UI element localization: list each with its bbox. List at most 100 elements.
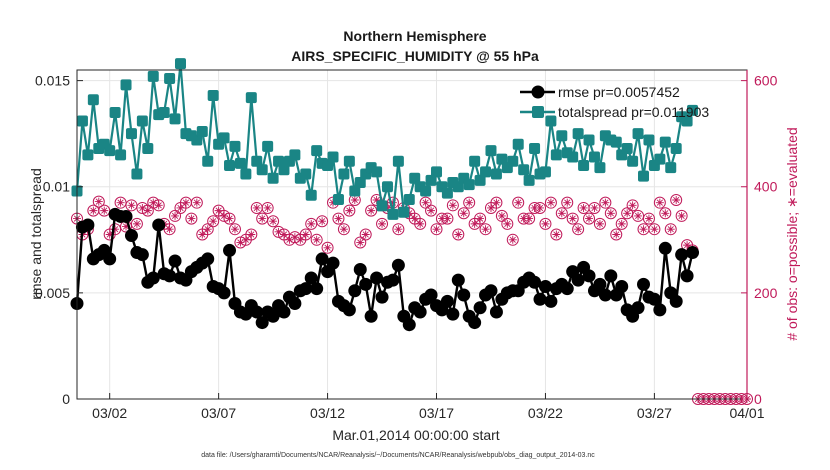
obs-evaluated-star <box>585 214 594 223</box>
y-tick-label-right: 0 <box>754 391 762 407</box>
totalspread-point <box>643 134 655 146</box>
obs-possible-circle <box>648 223 661 236</box>
obs-marker <box>250 201 263 214</box>
obs-marker <box>337 223 350 236</box>
totalspread-point <box>174 58 186 70</box>
obs-marker <box>321 241 334 254</box>
obs-evaluated-star <box>301 230 310 239</box>
obs-evaluated-star <box>209 217 218 226</box>
totalspread-point <box>392 155 404 167</box>
obs-possible-circle <box>615 217 628 230</box>
obs-possible-circle <box>223 212 236 225</box>
rmse-point <box>348 284 362 298</box>
obs-evaluated-star <box>181 198 190 207</box>
rmse-point <box>370 271 384 285</box>
obs-evaluated-star <box>459 209 468 218</box>
obs-evaluated-star <box>448 201 457 210</box>
totalspread-point <box>349 185 361 197</box>
totalspread-point <box>621 143 633 155</box>
obs-marker <box>572 223 585 236</box>
totalspread-point <box>638 170 650 182</box>
totalspread-point <box>398 206 410 218</box>
totalspread-point <box>545 115 557 127</box>
obs-marker <box>114 196 127 209</box>
totalspread-point <box>687 104 699 116</box>
obs-marker <box>332 212 345 225</box>
totalspread-point <box>234 157 246 169</box>
obs-possible-circle <box>376 217 389 230</box>
obs-evaluated-star <box>165 225 174 234</box>
totalspread-series <box>71 58 699 220</box>
totalspread-point <box>441 187 453 199</box>
obs-possible-circle <box>359 228 372 241</box>
totalspread-point <box>659 136 671 148</box>
rmse-point <box>217 286 231 300</box>
rmse-point <box>277 305 291 319</box>
obs-possible-circle <box>523 212 536 225</box>
totalspread-point <box>207 89 219 101</box>
y-axis-label-left: rmse and totalspread <box>28 168 44 300</box>
obs-marker <box>98 204 111 217</box>
totalspread-point <box>480 166 492 178</box>
obs-marker <box>152 199 165 212</box>
legend-rmse-label: rmse pr=0.0057452 <box>558 84 680 100</box>
obs-marker <box>365 204 378 217</box>
totalspread-point <box>147 70 159 82</box>
obs-evaluated-star <box>323 243 332 252</box>
obs-evaluated-star <box>361 230 370 239</box>
totalspread-point <box>463 179 475 191</box>
obs-evaluated-star <box>247 230 256 239</box>
obs-marker <box>419 196 432 209</box>
obs-marker <box>642 212 655 225</box>
obs-evaluated-star <box>661 209 670 218</box>
rmse-point <box>250 305 264 319</box>
obs-marker <box>125 199 138 212</box>
totalspread-point <box>240 168 252 180</box>
obs-marker <box>92 195 105 208</box>
obs-marker <box>316 215 329 228</box>
obs-marker <box>452 228 465 241</box>
obs-possible-circle <box>92 195 105 208</box>
obs-evaluated-star <box>100 206 109 215</box>
obs-marker <box>430 223 443 236</box>
obs-marker <box>354 236 367 249</box>
rmse-point <box>675 248 689 262</box>
rmse-point <box>359 277 373 291</box>
obs-possible-circle <box>659 207 672 220</box>
totalspread-point <box>567 151 579 163</box>
obs-marker <box>185 212 198 225</box>
obs-evaluated-star <box>334 214 343 223</box>
obs-evaluated-star <box>650 225 659 234</box>
obs-marker <box>190 196 203 209</box>
totalspread-point <box>120 79 132 91</box>
y-axis-label-right: # of obs: o=possible; ∗=evaluated <box>784 127 800 340</box>
obs-marker <box>392 223 405 236</box>
obs-possible-circle <box>343 204 356 217</box>
totalspread-point <box>87 94 99 106</box>
obs-possible-circle <box>425 204 438 217</box>
obs-marker <box>228 223 241 236</box>
obs-evaluated-star <box>269 217 278 226</box>
totalspread-point <box>469 155 481 167</box>
obs-evaluated-star <box>214 206 223 215</box>
rmse-point <box>81 218 95 232</box>
obs-possible-circle <box>207 215 220 228</box>
obs-marker <box>577 201 590 214</box>
rmse-point <box>653 303 667 317</box>
obs-marker <box>414 217 427 230</box>
totalspread-point <box>523 174 535 186</box>
obs-evaluated-star <box>601 198 610 207</box>
obs-evaluated-star <box>427 206 436 215</box>
totalspread-point <box>594 162 606 174</box>
obs-possible-circle <box>114 196 127 209</box>
obs-marker <box>534 201 547 214</box>
obs-marker <box>550 228 563 241</box>
obs-possible-circle <box>310 233 323 246</box>
obs-marker <box>256 212 269 225</box>
obs-possible-circle <box>125 199 138 212</box>
totalspread-point <box>588 151 600 163</box>
obs-marker <box>632 209 645 222</box>
totalspread-point <box>256 164 268 176</box>
totalspread-point <box>670 143 682 155</box>
rmse-point <box>489 305 503 319</box>
